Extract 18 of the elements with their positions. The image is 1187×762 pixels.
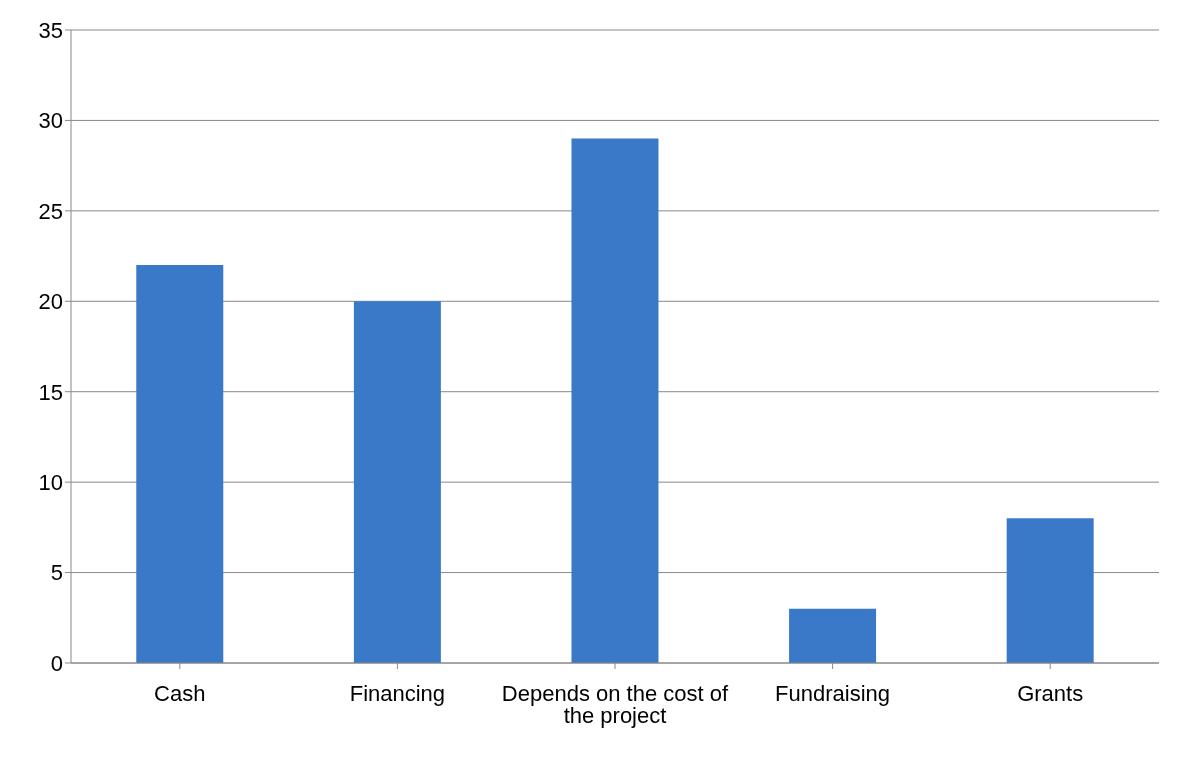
- x-tick-label: Fundraising: [775, 680, 891, 706]
- y-tick-label: 5: [50, 560, 63, 586]
- y-tick-label: 10: [38, 469, 63, 495]
- bar: [1006, 518, 1094, 663]
- bar: [136, 265, 224, 663]
- y-tick-label: 15: [38, 379, 63, 405]
- x-tick-label: Cash: [154, 680, 206, 706]
- bar: [571, 138, 659, 663]
- y-tick-label: 25: [38, 198, 63, 224]
- y-tick-label: 20: [38, 289, 63, 315]
- bar: [789, 608, 877, 663]
- x-tick-label: Depends on the cost of the project: [501, 680, 730, 728]
- x-tick-label: Financing: [349, 680, 446, 706]
- y-tick-label: 30: [38, 108, 63, 134]
- x-tick-label: Grants: [1017, 680, 1084, 706]
- bar: [353, 301, 441, 663]
- y-tick-label: 0: [50, 650, 63, 676]
- y-tick-label: 35: [38, 17, 63, 43]
